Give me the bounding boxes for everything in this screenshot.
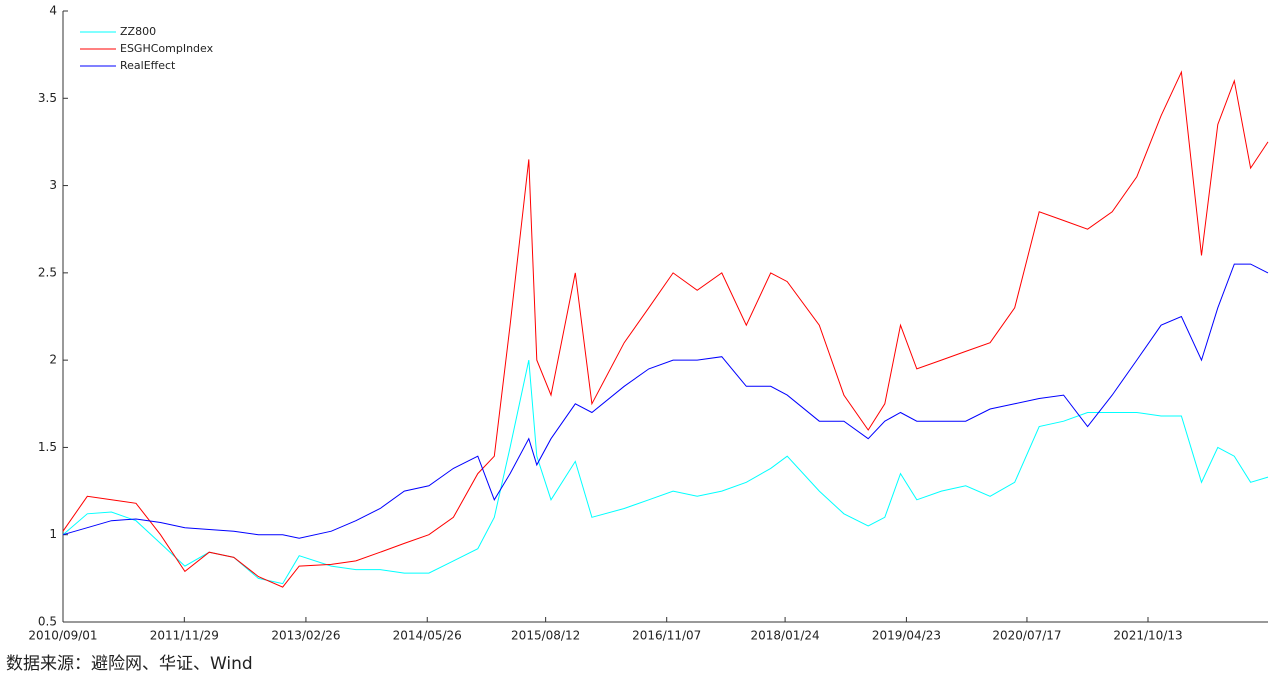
y-tick-label: 2.5 [38, 265, 57, 279]
x-tick-label: 2020/07/17 [992, 629, 1061, 643]
y-tick-label: 4 [49, 4, 57, 18]
x-tick-label: 2014/05/26 [393, 629, 462, 643]
legend-label: ZZ800 [120, 25, 156, 38]
x-tick-label: 2011/11/29 [150, 629, 219, 643]
y-tick-label: 2 [49, 353, 57, 367]
x-tick-label: 2021/10/13 [1113, 629, 1182, 643]
y-tick-label: 3.5 [38, 91, 57, 105]
legend-label: RealEffect [120, 59, 176, 72]
y-tick-label: 3 [49, 178, 57, 192]
y-tick-label: 1 [49, 527, 57, 541]
y-tick-label: 0.5 [38, 615, 57, 629]
x-tick-label: 2015/08/12 [511, 629, 580, 643]
legend-label: ESGHCompIndex [120, 42, 214, 55]
source-note: 数据来源：避险网、华证、Wind [6, 654, 253, 674]
series-line [62, 70, 1269, 588]
x-tick-label: 2019/04/23 [872, 629, 941, 643]
y-tick-label: 1.5 [38, 440, 57, 454]
x-tick-label: 2010/09/01 [28, 629, 97, 643]
x-tick-label: 2016/11/07 [632, 629, 701, 643]
x-tick-label: 2018/01/24 [751, 629, 820, 643]
series-line [62, 263, 1269, 539]
series-line [62, 359, 1269, 585]
x-tick-label: 2013/02/26 [271, 629, 340, 643]
